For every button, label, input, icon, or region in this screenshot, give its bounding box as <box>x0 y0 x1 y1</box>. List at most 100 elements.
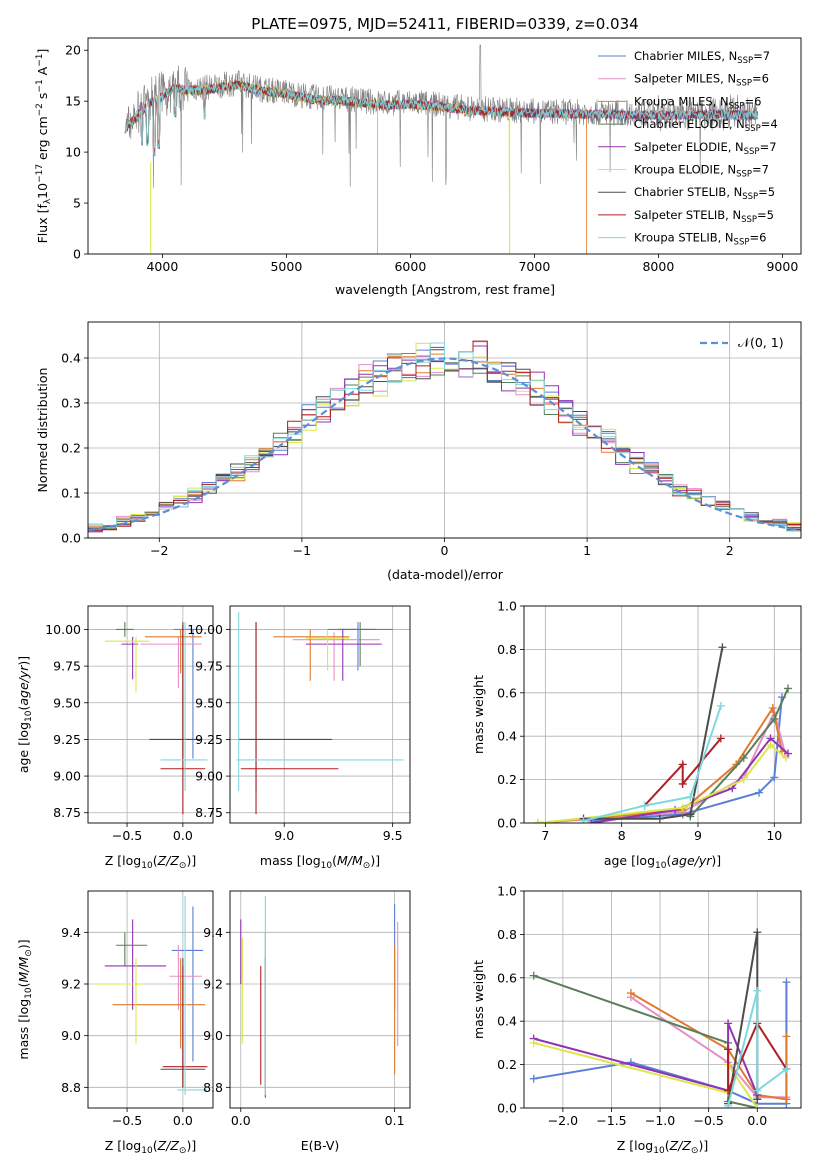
y-tick-label: 0.6 <box>497 970 517 985</box>
y-tick-label: 10.00 <box>187 622 223 637</box>
x-axis-label: E(B-V) <box>301 1138 340 1153</box>
weight-marker <box>724 1101 733 1108</box>
y-tick-label: 15 <box>65 94 81 109</box>
spectrum-lines <box>124 44 759 254</box>
spectrum-panel: 4000 5000 6000 7000 8000 9000 0 5 10 15 20 waveleng… <box>35 37 802 297</box>
x-tick-label: 0 <box>441 543 449 558</box>
y-tick-label: 9.00 <box>53 769 81 784</box>
y-tick-label: 9.75 <box>195 659 223 674</box>
x-tick-label: 1 <box>583 543 591 558</box>
weight-marker <box>671 805 680 814</box>
x-tick-label: −1.0 <box>645 1113 675 1128</box>
y-axis-label: Flux [fλ10−17 erg cm−2 s−1 A−1] <box>35 49 53 244</box>
axes-frame <box>229 605 411 824</box>
y-tick-label: 0.3 <box>61 396 81 411</box>
x-tick-label: 2 <box>726 543 734 558</box>
age-vs-z-panel: −0.5 0.0 8.75 9.00 9.25 9.50 9.75 10.00 Z [log10… <box>16 605 214 871</box>
weight-marker <box>579 816 588 823</box>
y-tick-label: 1.0 <box>497 884 517 899</box>
x-axis-label: Z [log10(Z/Z⊙)] <box>105 1138 196 1156</box>
x-axis-label: (data-model)/error <box>387 567 504 582</box>
weight-marker <box>716 701 725 710</box>
weight-marker <box>766 740 775 749</box>
legend-label: Chabrier MILES, NSSP=7 <box>634 49 770 66</box>
x-tick-label: −0.5 <box>112 1113 142 1128</box>
weight-marker <box>784 749 793 758</box>
x-tick-label: 9 <box>694 828 702 843</box>
error-bars <box>236 611 404 815</box>
weight-lines <box>533 643 793 823</box>
x-axis-label: wavelength [Angstrom, rest frame] <box>335 282 555 297</box>
x-axis-label: Z [log10(Z/Z⊙)] <box>617 1138 708 1156</box>
legend-label: 𝒩(0, 1) <box>738 335 784 350</box>
weight-line-chabrier-stelib <box>583 647 724 820</box>
weight-marker <box>753 1086 762 1095</box>
weight-marker <box>755 788 764 797</box>
y-axis-label: mass [log10(M/M⊙)] <box>16 939 34 1059</box>
x-tick-label: 9000 <box>766 259 798 274</box>
weight-marker <box>716 734 725 743</box>
x-tick-label: −1.5 <box>596 1113 626 1128</box>
y-tick-label: 0.4 <box>61 351 81 366</box>
y-tick-label: 9.25 <box>195 732 223 747</box>
y-tick-label: 9.75 <box>53 659 81 674</box>
y-tick-label: 0.0 <box>61 531 81 546</box>
mass-vs-ebv-panel: 0.0 0.1 8.8 9.0 9.2 9.4 E(B-V) <box>203 890 411 1153</box>
axes-frame <box>87 605 214 824</box>
weight-marker <box>686 792 695 801</box>
legend-label: Salpeter ELODIE, NSSP=7 <box>634 140 777 157</box>
y-tick-label: 1.0 <box>497 599 517 614</box>
gaussian-line <box>88 357 801 532</box>
x-tick-label: 0.0 <box>231 1113 251 1128</box>
axes-frame <box>523 890 802 1109</box>
y-axis-label: mass weight <box>471 675 486 754</box>
weight-marker <box>753 1095 762 1104</box>
x-tick-label: 0.0 <box>173 1113 193 1128</box>
x-tick-label: 5000 <box>270 259 302 274</box>
weight-marker <box>724 1045 733 1054</box>
y-tick-label: 10 <box>65 145 81 160</box>
y-axis-label: Normed distribution <box>35 368 50 493</box>
weight-marker <box>768 703 777 712</box>
y-tick-label: 0 <box>73 247 81 262</box>
x-tick-label: −2.0 <box>548 1113 578 1128</box>
weight-marker <box>678 760 687 769</box>
y-tick-label: 0.0 <box>497 816 517 831</box>
histograms <box>88 340 801 533</box>
y-tick-label: 0.6 <box>497 685 517 700</box>
x-axis-label: mass [log10(M/M⊙)] <box>260 853 380 871</box>
weight-marker <box>770 714 779 723</box>
x-axis-label: Z [log10(Z/Z⊙)] <box>105 853 196 871</box>
y-tick-label: 20 <box>65 43 81 58</box>
weight-marker <box>529 1074 538 1083</box>
x-tick-label: 0.0 <box>173 828 193 843</box>
spectrum-legend: Chabrier MILES, NSSP=7 Salpeter MILES, NS… <box>598 49 778 248</box>
y-tick-label: 0.8 <box>497 927 517 942</box>
x-tick-label: 7000 <box>518 259 550 274</box>
weight-marker <box>626 988 635 997</box>
weight-marker <box>640 801 649 810</box>
x-tick-label: −0.5 <box>693 1113 723 1128</box>
y-tick-label: 0.4 <box>497 1014 517 1029</box>
y-tick-label: 8.75 <box>195 805 223 820</box>
weight-marker <box>529 971 538 980</box>
weight-marker <box>533 819 542 823</box>
y-tick-label: 8.75 <box>53 805 81 820</box>
error-bars <box>104 622 208 815</box>
weight-marker <box>724 1019 733 1028</box>
mass-vs-z-panel: −0.5 0.0 8.8 9.0 9.2 9.4 Z [log10(Z/Z⊙)] mass [… <box>16 890 214 1156</box>
x-tick-label: 4000 <box>146 259 178 274</box>
y-tick-label: 9.25 <box>53 732 81 747</box>
y-tick-label: 0.0 <box>497 1101 517 1116</box>
weight-lines <box>529 928 791 1108</box>
weight-marker <box>678 803 687 812</box>
axes-frame <box>87 321 802 539</box>
y-tick-label: 9.4 <box>61 925 81 940</box>
weight-line-kroupa-stelib <box>727 990 787 1107</box>
weight-marker <box>753 1104 762 1108</box>
x-tick-label: 8 <box>618 828 626 843</box>
x-tick-label: 9.5 <box>383 828 403 843</box>
y-tick-label: 9.0 <box>203 1028 223 1043</box>
model-line-salpeter-stelib <box>124 80 758 156</box>
weight-marker <box>770 773 779 782</box>
